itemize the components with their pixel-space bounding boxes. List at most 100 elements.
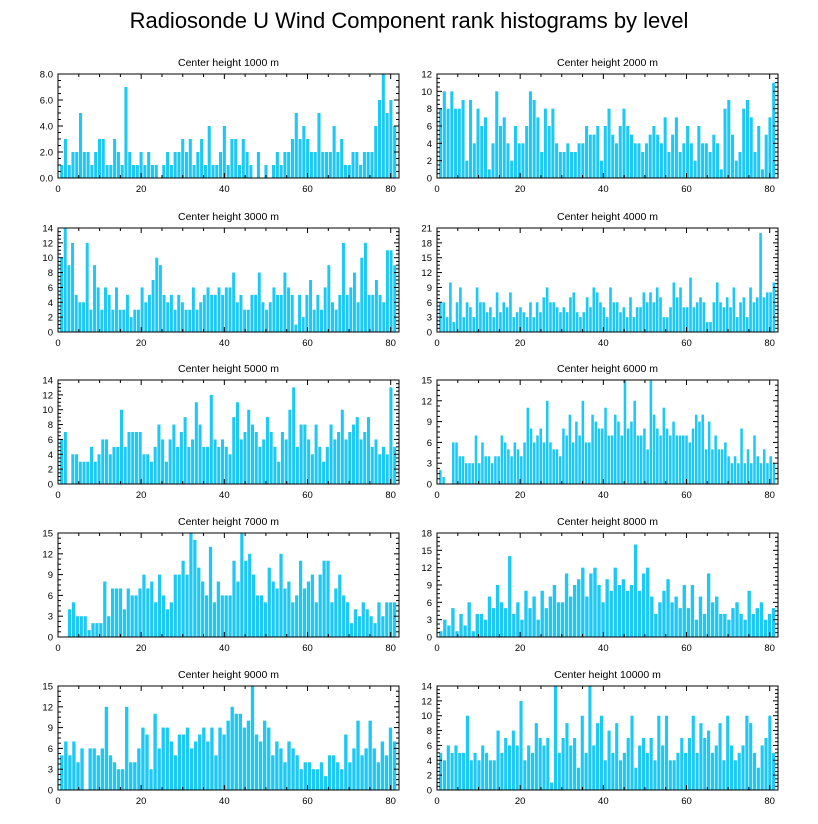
- bar: [689, 143, 693, 178]
- bar: [222, 734, 226, 790]
- bar: [157, 424, 161, 484]
- bar: [715, 596, 719, 637]
- bar: [727, 619, 731, 637]
- bar: [161, 595, 166, 637]
- bar: [668, 760, 672, 790]
- bar: [542, 442, 546, 484]
- bar: [279, 748, 283, 790]
- bar: [385, 113, 389, 178]
- bar: [234, 139, 238, 178]
- bar: [766, 463, 769, 484]
- bar: [344, 439, 348, 484]
- bar: [712, 134, 716, 178]
- bar: [549, 442, 552, 484]
- bar: [634, 767, 638, 790]
- bar: [522, 312, 526, 332]
- bar: [265, 417, 269, 484]
- bar: [545, 400, 549, 484]
- bar: [622, 307, 626, 332]
- bar: [455, 442, 458, 484]
- bar: [564, 573, 569, 637]
- x-tick-label: 80: [385, 643, 396, 654]
- bar: [706, 573, 711, 637]
- bar: [381, 616, 385, 637]
- bar: [337, 432, 341, 484]
- bar: [467, 602, 471, 637]
- bar: [246, 309, 250, 332]
- bar: [461, 456, 465, 484]
- bar: [626, 126, 630, 178]
- y-tick-label: 4: [427, 756, 432, 767]
- bar: [355, 417, 359, 484]
- bar: [516, 449, 520, 484]
- bar: [742, 297, 746, 332]
- bar: [769, 456, 772, 484]
- y-tick-label: 9: [427, 581, 432, 592]
- bar: [127, 432, 131, 484]
- panel-5: Center height 5000 m 0 20 40 60 80 0 2 4 6 8 10 12 14: [42, 363, 400, 501]
- bar: [173, 152, 177, 178]
- bar: [645, 302, 649, 332]
- bar: [191, 287, 195, 332]
- bar: [60, 165, 64, 178]
- bar: [629, 134, 633, 178]
- bar: [154, 602, 158, 637]
- bar: [727, 456, 730, 484]
- bar: [145, 734, 149, 790]
- bar: [475, 613, 479, 637]
- bar: [149, 461, 153, 484]
- y-tick-label: 8: [427, 726, 432, 737]
- bar: [465, 160, 469, 178]
- bar: [162, 294, 166, 332]
- bar: [654, 613, 658, 637]
- bar: [378, 100, 382, 178]
- x-tick-label: 20: [515, 338, 526, 349]
- y-tick-label: 4: [48, 298, 53, 309]
- bar: [469, 100, 473, 178]
- bar: [559, 312, 562, 332]
- bar: [759, 232, 762, 332]
- y-tick-label: 8: [48, 268, 53, 279]
- bar: [707, 730, 711, 790]
- panel-10: Center height 10000 m 0 20 40 60 80 0 2 4 6 8 10 12 1…: [421, 669, 779, 807]
- panel-title: Center height 3000 m: [178, 211, 279, 223]
- bar: [709, 322, 712, 332]
- bar: [125, 706, 129, 790]
- bar: [615, 302, 619, 332]
- bar: [495, 585, 500, 637]
- bar: [523, 760, 527, 790]
- bar: [173, 574, 177, 637]
- bar: [565, 723, 569, 790]
- bar: [477, 760, 481, 790]
- bar: [603, 126, 607, 178]
- y-tick-label: 6: [427, 598, 432, 609]
- bar: [181, 139, 185, 178]
- bar: [230, 139, 234, 178]
- panel-3: Center height 3000 m 0 20 40 60 80 0 2 4 6 8 10 12 14: [42, 211, 400, 349]
- bar: [200, 139, 204, 178]
- bar: [454, 745, 458, 790]
- bar: [508, 556, 512, 637]
- bar: [96, 287, 100, 332]
- bar: [179, 432, 183, 484]
- bar: [232, 272, 236, 332]
- bar: [576, 767, 581, 790]
- bar: [252, 574, 256, 637]
- bar: [183, 417, 187, 484]
- bar: [535, 302, 539, 332]
- bar: [294, 324, 298, 332]
- bar: [258, 446, 262, 484]
- bar: [487, 596, 492, 637]
- bar: [613, 414, 617, 484]
- y-tick-label: 12: [421, 396, 432, 407]
- bar: [454, 108, 458, 178]
- bar: [360, 257, 364, 332]
- bar: [291, 748, 295, 790]
- bar: [360, 755, 364, 790]
- bar: [158, 265, 162, 332]
- bar: [695, 302, 699, 332]
- bar: [322, 560, 326, 637]
- bar: [283, 152, 287, 178]
- bar: [201, 581, 205, 637]
- bar: [97, 139, 102, 178]
